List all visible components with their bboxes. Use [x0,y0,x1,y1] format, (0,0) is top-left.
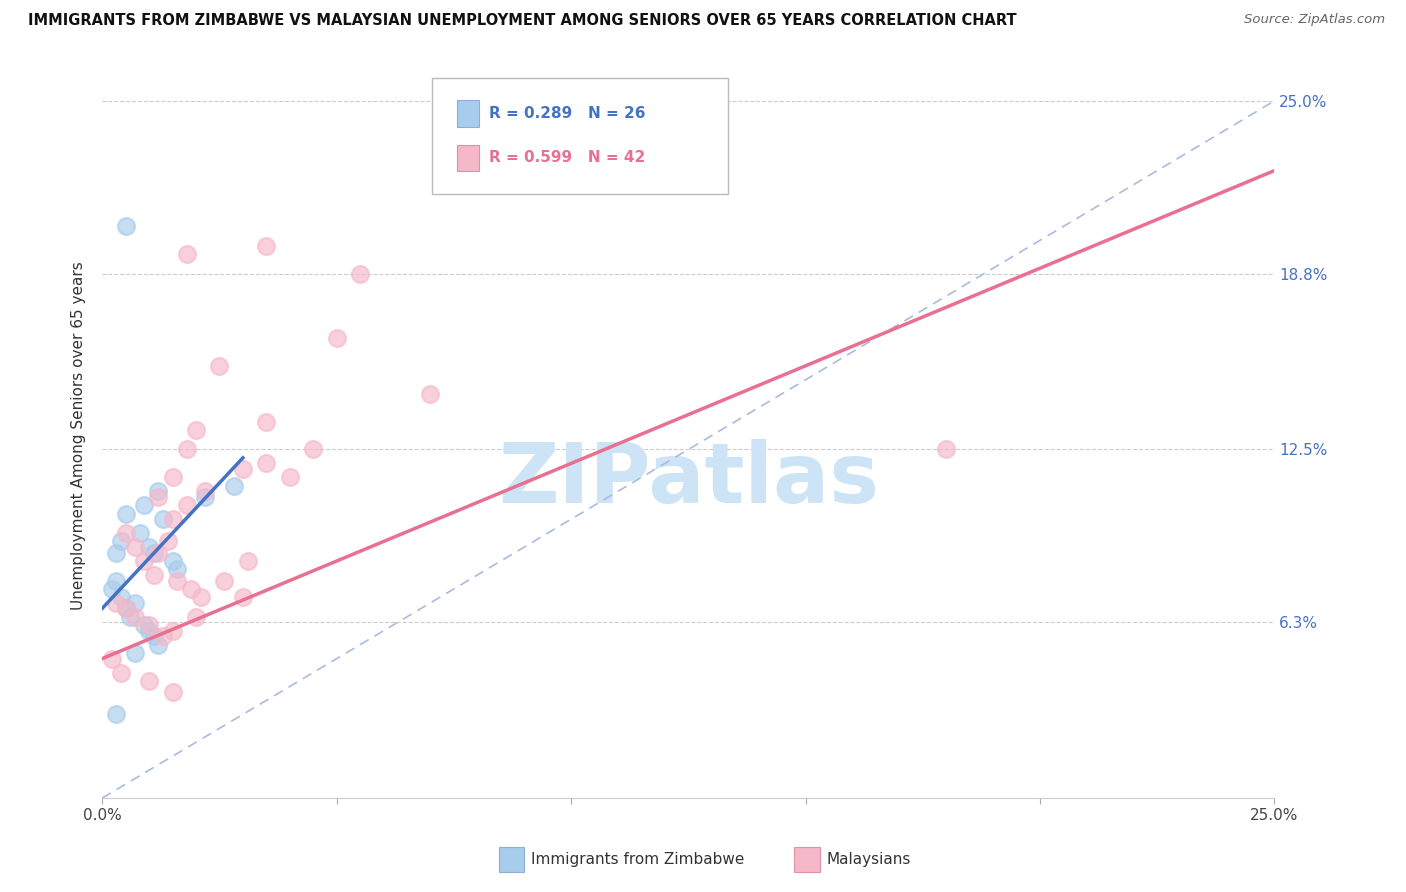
Point [114,526,136,541]
Point [142,629,165,643]
Point [236,554,259,568]
Text: Source: ZipAtlas.com: Source: ZipAtlas.com [1244,13,1385,27]
Point [124,609,146,624]
Point [176,498,198,512]
Point [162,512,184,526]
Point [134,554,156,568]
Point [254,239,277,253]
Point [105,596,128,610]
Point [176,442,198,457]
Point [105,574,128,588]
Point [208,359,231,373]
Point [254,415,277,429]
Point [176,247,198,261]
Point [148,484,170,499]
Point [124,596,146,610]
Text: ZIPatlas: ZIPatlas [498,439,879,519]
Point [134,498,156,512]
Point [419,386,441,401]
Point [190,591,212,605]
Point [194,490,217,504]
Point [184,423,207,437]
Point [222,479,245,493]
Point [124,540,146,554]
Point [184,609,207,624]
Point [162,554,184,568]
Point [138,618,160,632]
Point [110,665,132,680]
Point [110,591,132,605]
Text: R = 0.289   N = 26: R = 0.289 N = 26 [489,106,645,120]
Point [166,562,188,576]
Point [138,540,160,554]
Point [166,574,188,588]
Point [349,267,371,281]
Point [148,490,170,504]
Point [138,624,160,638]
Point [148,546,170,560]
Point [325,331,347,345]
Point [138,673,160,688]
Point [302,442,325,457]
Point [105,546,128,560]
Point [142,568,165,582]
Point [232,462,254,476]
Point [120,609,142,624]
Text: R = 0.599   N = 42: R = 0.599 N = 42 [489,151,645,165]
Point [935,442,957,457]
Point [148,638,170,652]
Point [162,685,184,699]
Point [114,219,136,234]
Point [134,618,156,632]
Point [162,470,184,484]
Point [152,629,174,643]
Point [152,512,174,526]
Point [212,574,235,588]
Point [100,651,122,665]
Text: IMMIGRANTS FROM ZIMBABWE VS MALAYSIAN UNEMPLOYMENT AMONG SENIORS OVER 65 YEARS C: IMMIGRANTS FROM ZIMBABWE VS MALAYSIAN UN… [28,13,1017,29]
Point [162,624,184,638]
Point [232,591,254,605]
Point [114,507,136,521]
Y-axis label: Unemployment Among Seniors over 65 years: Unemployment Among Seniors over 65 years [72,261,86,610]
Point [128,526,150,541]
Point [142,546,165,560]
Point [110,534,132,549]
Text: Immigrants from Zimbabwe: Immigrants from Zimbabwe [531,853,745,867]
Point [124,646,146,660]
Point [156,534,179,549]
Point [114,601,136,615]
Text: Malaysians: Malaysians [827,853,911,867]
Point [180,582,202,596]
Point [105,707,128,722]
Point [254,457,277,471]
Point [278,470,301,484]
Point [114,601,136,615]
Point [100,582,122,596]
Point [194,484,217,499]
